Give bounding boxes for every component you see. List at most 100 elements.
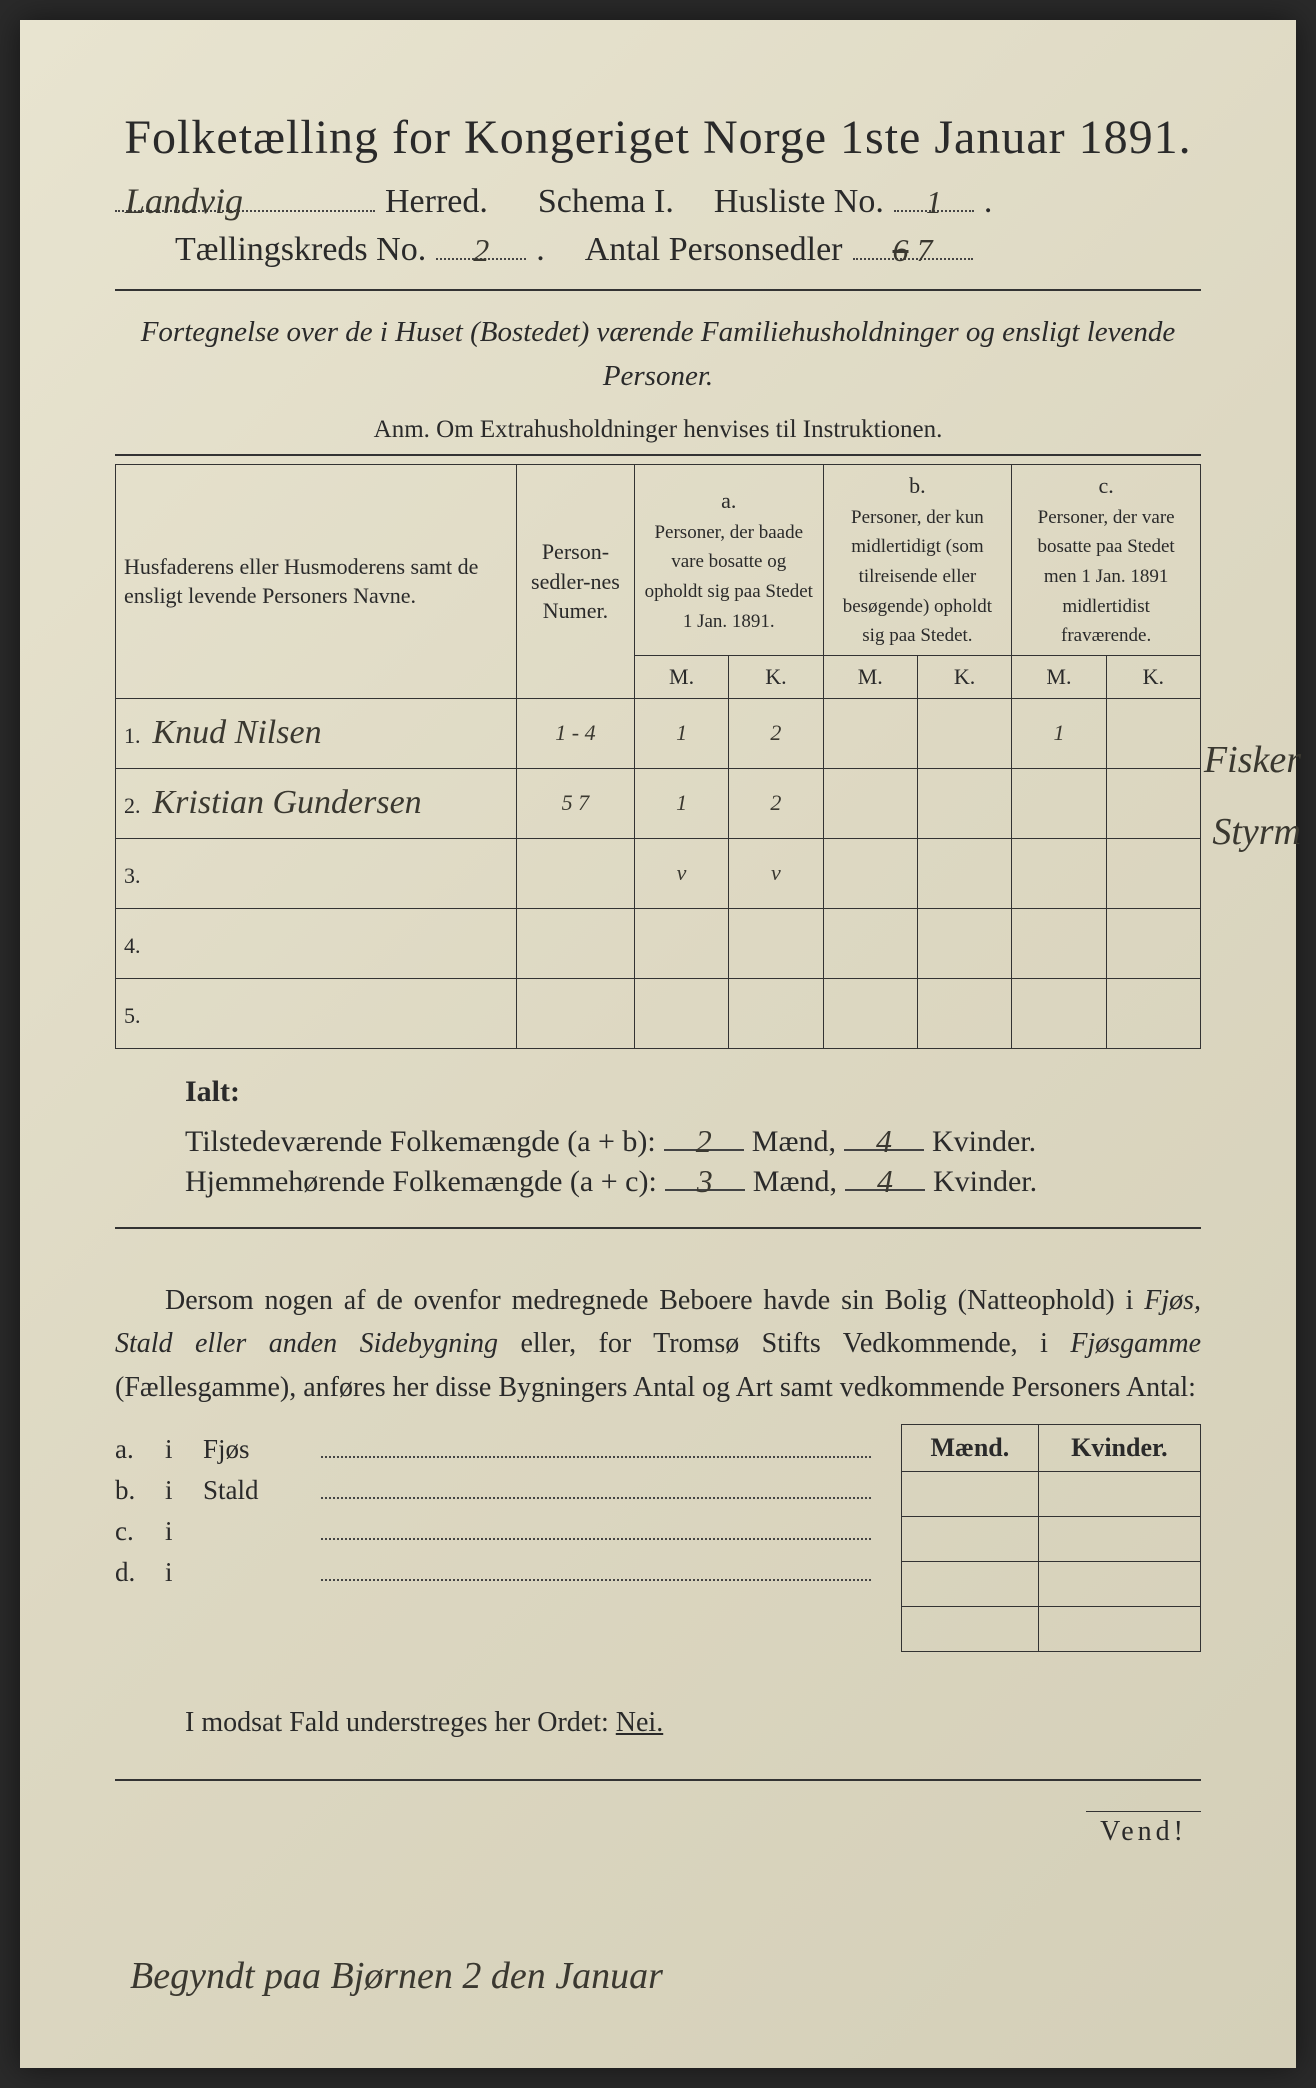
kreds-field: 2 [436, 258, 526, 260]
table-body: 1.Knud Nilsen1 - 41212.Kristian Gunderse… [116, 698, 1201, 1048]
bottom-handwriting: Begyndt paa Bjørnen 2 den Januar [130, 1954, 663, 1998]
building-dots [321, 1456, 871, 1458]
num-cell [516, 838, 634, 908]
personsedler-field: 6 7 [853, 258, 973, 260]
vend-label: Vend! [1086, 1811, 1201, 1852]
c-k-cell [1106, 768, 1200, 838]
mk-cell [1038, 1471, 1200, 1516]
anm-note: Anm. Om Extrahusholdninger henvises til … [115, 416, 1201, 444]
table-row: 3.vv [116, 838, 1201, 908]
c-k-cell [1106, 838, 1200, 908]
num-cell [516, 908, 634, 978]
c-k-cell [1106, 978, 1200, 1048]
col-c-head: c.Personer, der vare bosatte paa Stedet … [1012, 465, 1201, 656]
mk-cell [1038, 1561, 1200, 1606]
mk-cell [1038, 1606, 1200, 1651]
b-m-cell [823, 838, 917, 908]
building-type: Fjøs [203, 1434, 303, 1465]
household-table: Husfaderens eller Husmoderens samt de en… [115, 464, 1201, 1049]
table-row: 1.Knud Nilsen1 - 4121 [116, 698, 1201, 768]
margin-note-2: Styrm [1212, 810, 1301, 854]
herred-field: Landvig [115, 210, 375, 212]
name-cell: 3. [116, 838, 517, 908]
b-k-cell [917, 908, 1011, 978]
building-label: a. [115, 1434, 147, 1465]
building-row: a.iFjøs [115, 1434, 871, 1465]
body-paragraph: Dersom nogen af de ovenfor medregnede Be… [115, 1279, 1201, 1409]
building-row: c. i [115, 1516, 871, 1547]
schema-label: Schema I. [538, 183, 674, 221]
c-m-cell [1012, 978, 1106, 1048]
a-m-cell: 1 [634, 698, 728, 768]
c-k-cell [1106, 908, 1200, 978]
building-i: i [165, 1475, 185, 1506]
building-label: c. [115, 1516, 147, 1547]
present-m-field: 2 [664, 1149, 744, 1151]
census-form-page: Folketælling for Kongeriget Norge 1ste J… [20, 20, 1296, 2068]
herred-value: Landvig [125, 180, 243, 222]
a-m-cell [634, 978, 728, 1048]
b-m-cell [823, 768, 917, 838]
personsedler-label: Antal Personsedler [585, 231, 843, 269]
b-k-cell [917, 838, 1011, 908]
a-m-cell [634, 908, 728, 978]
header-line-2: Tællingskreds No. 2 . Antal Personsedler… [175, 231, 1201, 269]
divider-3 [115, 1227, 1201, 1229]
building-label: d. [115, 1557, 147, 1588]
building-row: b. i Stald [115, 1475, 871, 1506]
building-dots [321, 1538, 871, 1540]
kreds-label: Tællingskreds No. [175, 231, 426, 269]
building-dots [321, 1497, 871, 1499]
building-row: d. i [115, 1557, 871, 1588]
husliste-field: 1 [894, 210, 974, 212]
a-k-cell: 2 [729, 768, 823, 838]
margin-note-1: Fisker [1204, 738, 1301, 782]
b-k-cell [917, 768, 1011, 838]
col-c-m: M. [1012, 656, 1106, 699]
nei-line: I modsat Fald understreges her Ordet: Ne… [185, 1707, 1201, 1739]
page-title: Folketælling for Kongeriget Norge 1ste J… [115, 110, 1201, 165]
c-m-cell [1012, 768, 1106, 838]
col-c-k: K. [1106, 656, 1200, 699]
kreds-value: 2 [473, 232, 489, 269]
col-name-header: Husfaderens eller Husmoderens samt de en… [116, 465, 517, 699]
a-k-cell [729, 978, 823, 1048]
husliste-value: 1 [926, 184, 942, 221]
building-label: b. [115, 1475, 147, 1506]
mk-table: Mænd. Kvinder. [901, 1424, 1201, 1652]
mk-kvinder: Kvinder. [1038, 1424, 1200, 1471]
col-a-k: K. [729, 656, 823, 699]
table-row: 5. [116, 978, 1201, 1048]
col-b-head: b.Personer, der kun midlertidigt (som ti… [823, 465, 1012, 656]
mk-maend: Mænd. [902, 1424, 1039, 1471]
total-line-present: Tilstedeværende Folkemængde (a + b): 2 M… [185, 1125, 1201, 1159]
header-line-1: Landvig Herred. Schema I. Husliste No. 1… [115, 183, 1201, 221]
a-m-cell: 1 [634, 768, 728, 838]
subtitle: Fortegnelse over de i Huset (Bostedet) v… [115, 311, 1201, 398]
b-k-cell [917, 978, 1011, 1048]
c-m-cell [1012, 908, 1106, 978]
table-row: 2.Kristian Gundersen5 712 [116, 768, 1201, 838]
mk-cell [902, 1606, 1039, 1651]
building-type: Stald [203, 1475, 303, 1506]
present-k-field: 4 [844, 1149, 924, 1151]
col-a-head: a.Personer, der baade vare bosatte og op… [634, 465, 823, 656]
total-line-resident: Hjemmehørende Folkemængde (a + c): 3 Mæn… [185, 1165, 1201, 1199]
a-m-cell: v [634, 838, 728, 908]
b-m-cell [823, 978, 917, 1048]
a-k-cell [729, 908, 823, 978]
building-block: a.iFjøs b. i Stald c. i d. i Mænd. Kvinder. [115, 1424, 1201, 1652]
name-cell: 1.Knud Nilsen [116, 698, 517, 768]
name-cell: 5. [116, 978, 517, 1048]
building-list: a.iFjøs b. i Stald c. i d. i [115, 1424, 871, 1652]
herred-label: Herred. [385, 183, 488, 221]
col-b-m: M. [823, 656, 917, 699]
resident-k-field: 4 [845, 1189, 925, 1191]
resident-m-field: 3 [665, 1189, 745, 1191]
col-num-header: Person-sedler-nes Numer. [516, 465, 634, 699]
c-m-cell [1012, 838, 1106, 908]
building-i: i [165, 1557, 185, 1588]
building-i: i [165, 1516, 185, 1547]
mk-cell [902, 1516, 1039, 1561]
mk-cell [1038, 1516, 1200, 1561]
